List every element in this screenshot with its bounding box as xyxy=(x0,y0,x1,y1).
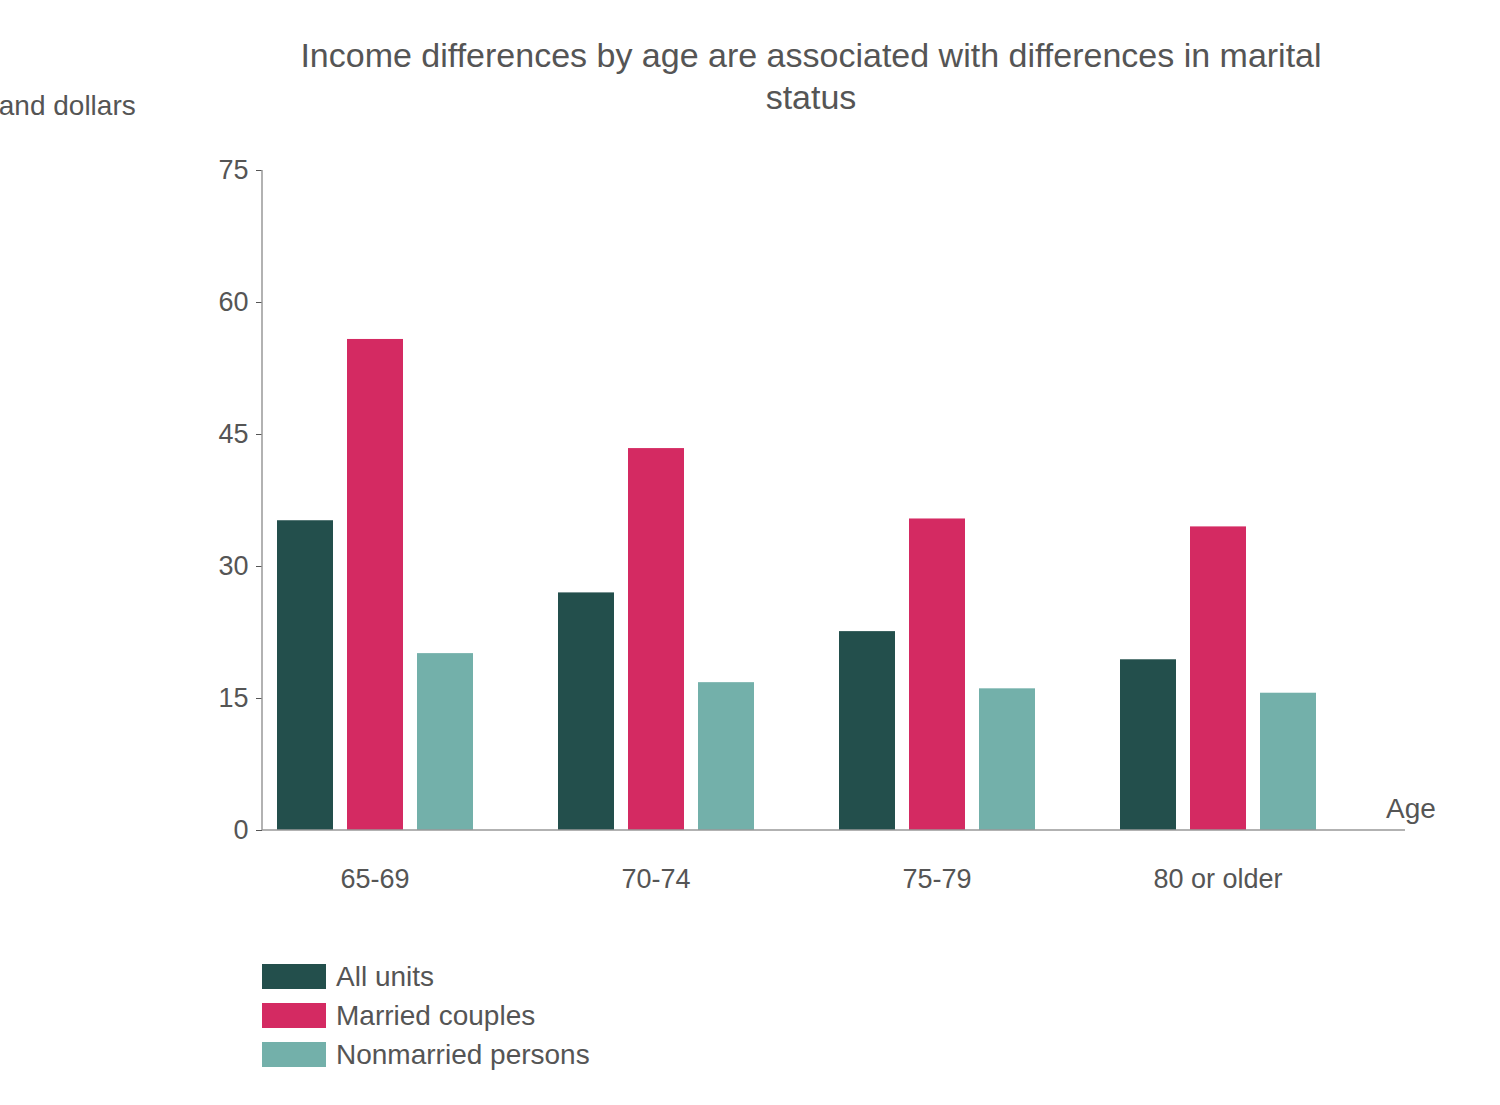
svg-text:65-69: 65-69 xyxy=(340,864,409,894)
svg-text:70-74: 70-74 xyxy=(621,864,690,894)
html-text:Income differences by age are: Income differences by age are associated… xyxy=(300,36,1322,116)
svg-text:thousand dollars: thousand dollars xyxy=(0,90,136,121)
svg-text:60: 60 xyxy=(218,287,248,317)
svg-text:30: 30 xyxy=(218,551,248,581)
svg-text:0: 0 xyxy=(233,815,248,845)
html-text:Married couples: Married couples xyxy=(336,999,536,1031)
svg-text:80 or older: 80 or older xyxy=(1153,864,1282,894)
svg-text:45: 45 xyxy=(218,419,248,449)
html-text:Nonmarried persons: Nonmarried persons xyxy=(336,1038,590,1070)
svg-text:15: 15 xyxy=(218,683,248,713)
svg-text:Age: Age xyxy=(1386,793,1436,824)
html-text:All units: All units xyxy=(336,960,434,992)
svg-text:75-79: 75-79 xyxy=(902,864,971,894)
svg-text:75: 75 xyxy=(218,155,248,185)
